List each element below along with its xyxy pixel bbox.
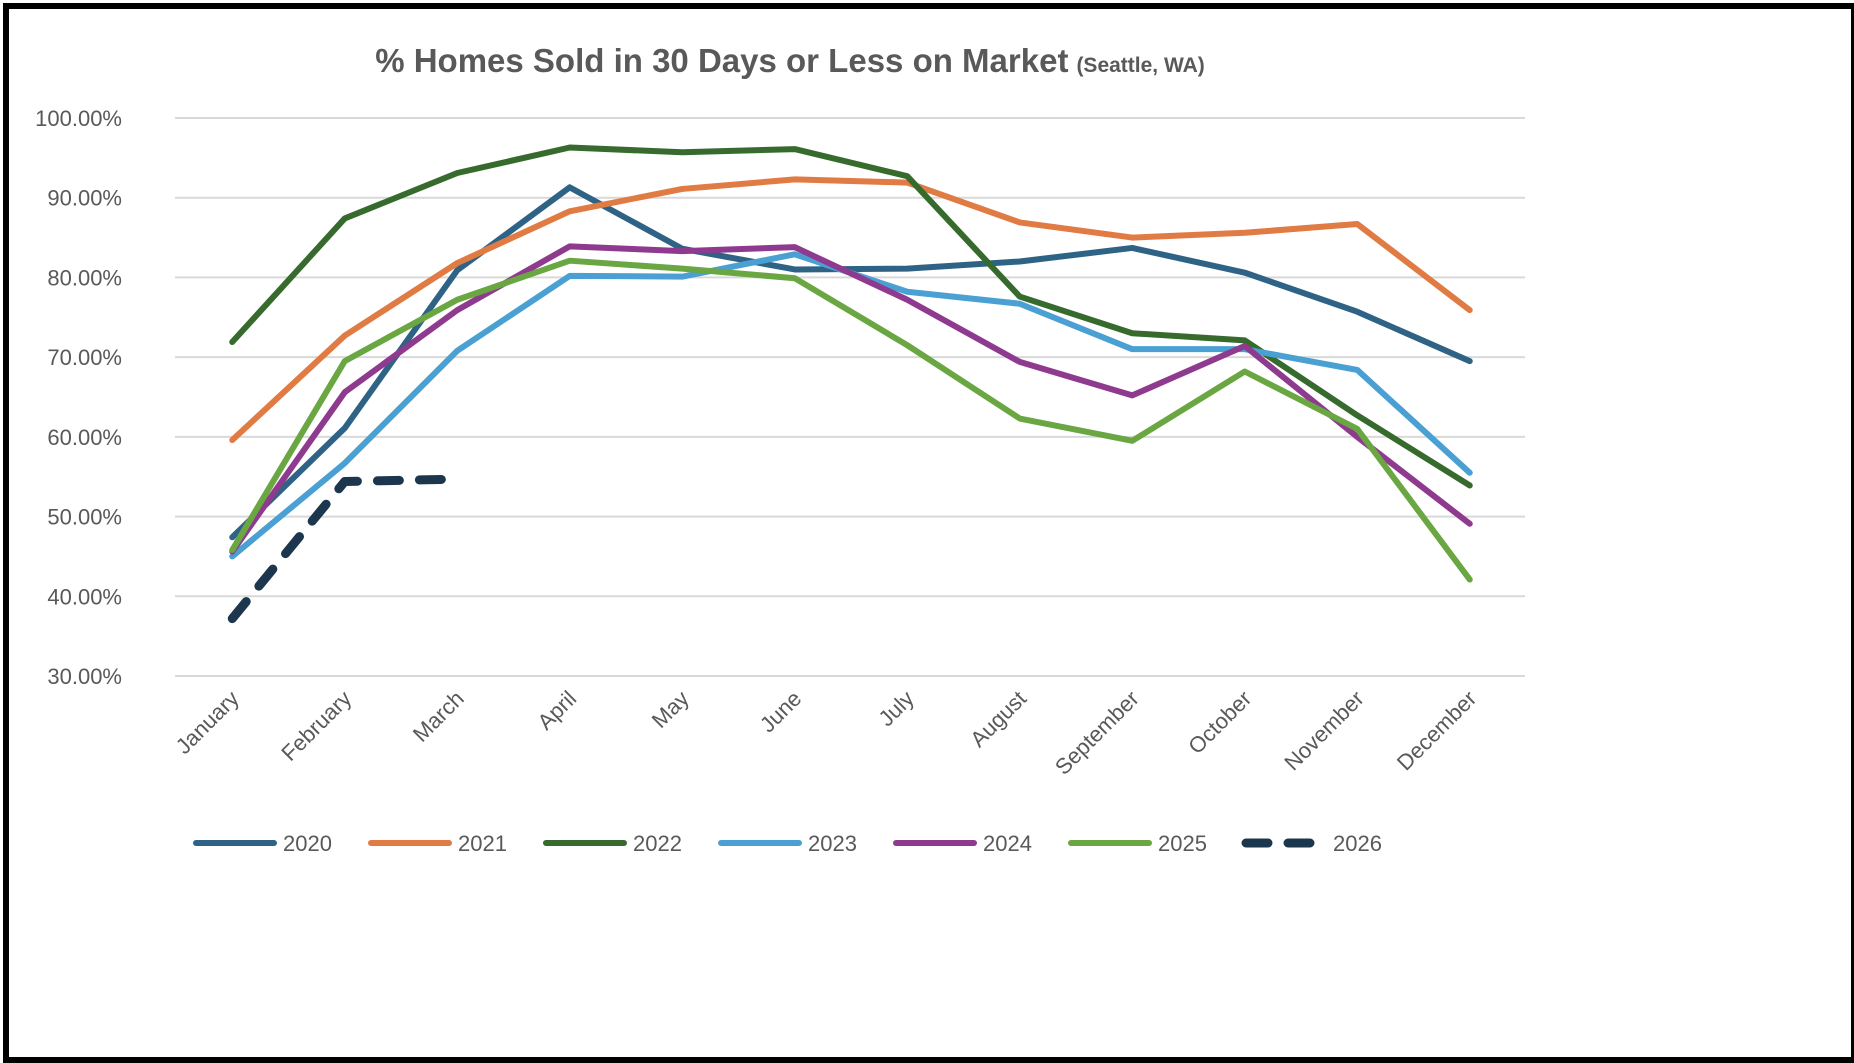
y-tick-label: 90.00%: [47, 186, 122, 211]
x-tick-label: April: [532, 686, 581, 735]
y-tick-label: 70.00%: [47, 345, 122, 370]
chart-title-main: % Homes Sold in 30 Days or Less on Marke…: [375, 42, 1068, 79]
y-tick-label: 50.00%: [47, 505, 122, 530]
legend-label: 2020: [283, 831, 332, 856]
series-line-2020: [232, 187, 1470, 537]
y-tick-label: 60.00%: [47, 425, 122, 450]
legend-label: 2022: [633, 831, 682, 856]
x-tick-label: May: [647, 686, 694, 733]
x-tick-label: July: [873, 686, 918, 731]
x-tick-label: September: [1050, 686, 1144, 780]
legend-label: 2026: [1333, 831, 1382, 856]
series-line-2025: [232, 261, 1470, 580]
legend-label: 2023: [808, 831, 857, 856]
series-line-2023: [232, 254, 1470, 556]
x-tick-label: March: [408, 686, 469, 747]
y-tick-label: 30.00%: [47, 664, 122, 689]
y-tick-label: 80.00%: [47, 265, 122, 290]
legend-label: 2024: [983, 831, 1032, 856]
x-tick-label: November: [1279, 686, 1368, 775]
x-tick-label: June: [755, 686, 806, 737]
y-tick-label: 40.00%: [47, 584, 122, 609]
x-tick-label: October: [1183, 686, 1256, 759]
chart-title: % Homes Sold in 30 Days or Less on Marke…: [375, 42, 1205, 79]
series-line-2024: [232, 246, 1470, 551]
x-tick-label: December: [1392, 686, 1481, 775]
legend-label: 2021: [458, 831, 507, 856]
y-tick-label: 100.00%: [35, 106, 122, 131]
legend-label: 2025: [1158, 831, 1207, 856]
chart-subtitle: (Seattle, WA): [1076, 54, 1204, 77]
x-tick-label: August: [965, 686, 1031, 752]
x-tick-label: February: [276, 686, 356, 766]
x-tick-label: January: [171, 686, 244, 759]
